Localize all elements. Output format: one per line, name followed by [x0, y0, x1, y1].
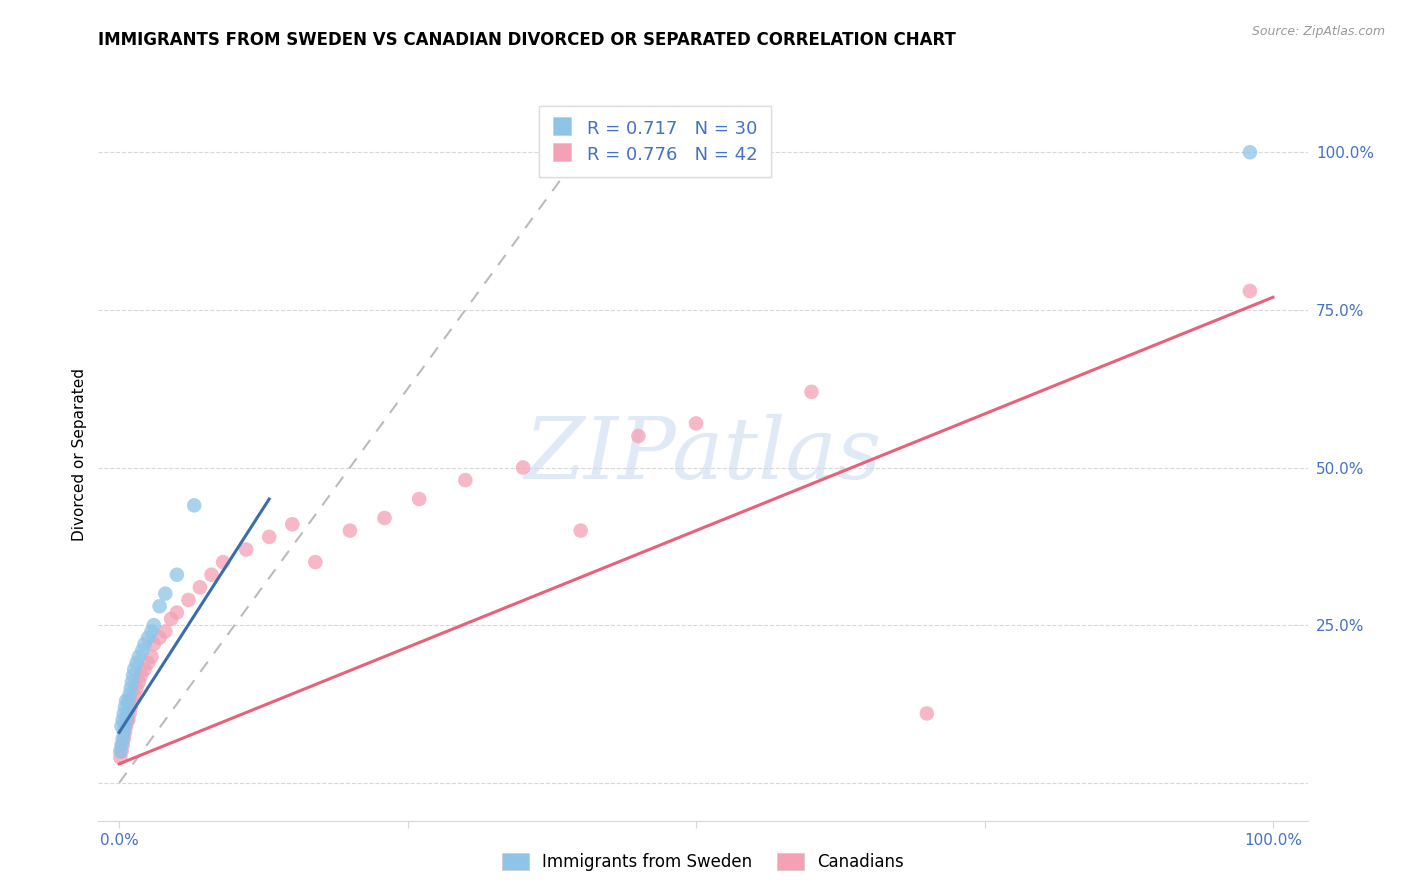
- Point: [128, 674, 150, 689]
- Point: [339, 524, 361, 538]
- Point: [117, 713, 139, 727]
- Text: Source: ZipAtlas.com: Source: ZipAtlas.com: [1251, 25, 1385, 38]
- Point: [111, 713, 134, 727]
- Point: [121, 674, 143, 689]
- Point: [111, 738, 134, 752]
- Point: [115, 713, 138, 727]
- Point: [235, 542, 257, 557]
- Point: [115, 719, 138, 733]
- Point: [114, 700, 136, 714]
- Point: [112, 725, 135, 739]
- Point: [374, 511, 396, 525]
- Legend: R = 0.717   N = 30, R = 0.776   N = 42: R = 0.717 N = 30, R = 0.776 N = 42: [538, 105, 770, 177]
- Point: [212, 555, 235, 569]
- Point: [122, 662, 145, 676]
- Point: [148, 631, 170, 645]
- Point: [304, 555, 326, 569]
- Point: [800, 384, 823, 399]
- Point: [166, 606, 188, 620]
- Point: [1239, 145, 1261, 160]
- Point: [120, 700, 142, 714]
- Point: [627, 429, 650, 443]
- Point: [117, 694, 139, 708]
- Point: [114, 719, 136, 733]
- Point: [136, 631, 159, 645]
- Point: [115, 694, 138, 708]
- Point: [136, 656, 159, 670]
- Point: [200, 567, 222, 582]
- Point: [142, 618, 165, 632]
- Point: [129, 668, 152, 682]
- Point: [134, 662, 156, 676]
- Point: [121, 694, 143, 708]
- Legend: Immigrants from Sweden, Canadians: Immigrants from Sweden, Canadians: [494, 845, 912, 880]
- Point: [141, 624, 163, 639]
- Point: [114, 725, 136, 739]
- Point: [112, 731, 135, 746]
- Point: [166, 567, 188, 582]
- Point: [257, 530, 280, 544]
- Point: [110, 738, 132, 752]
- Text: ZIPatlas: ZIPatlas: [524, 414, 882, 496]
- Point: [160, 612, 183, 626]
- Point: [134, 637, 156, 651]
- Point: [125, 656, 148, 670]
- Point: [128, 649, 150, 664]
- Point: [118, 688, 141, 702]
- Point: [142, 637, 165, 651]
- Point: [188, 580, 211, 594]
- Point: [155, 587, 177, 601]
- Point: [118, 706, 141, 721]
- Point: [125, 681, 148, 696]
- Point: [141, 649, 163, 664]
- Point: [183, 499, 205, 513]
- Point: [111, 731, 134, 746]
- Point: [512, 460, 534, 475]
- Text: IMMIGRANTS FROM SWEDEN VS CANADIAN DIVORCED OR SEPARATED CORRELATION CHART: IMMIGRANTS FROM SWEDEN VS CANADIAN DIVOR…: [98, 31, 956, 49]
- Point: [155, 624, 177, 639]
- Point: [685, 417, 707, 431]
- Point: [122, 668, 145, 682]
- Point: [569, 524, 592, 538]
- Point: [148, 599, 170, 614]
- Point: [110, 719, 132, 733]
- Point: [117, 713, 139, 727]
- Point: [408, 491, 430, 506]
- Point: [112, 706, 135, 721]
- Point: [454, 473, 477, 487]
- Y-axis label: Divorced or Separated: Divorced or Separated: [72, 368, 87, 541]
- Point: [177, 593, 200, 607]
- Point: [122, 688, 145, 702]
- Point: [110, 744, 132, 758]
- Point: [915, 706, 938, 721]
- Point: [281, 517, 304, 532]
- Point: [1239, 284, 1261, 298]
- Point: [117, 706, 139, 721]
- Point: [110, 744, 132, 758]
- Point: [110, 750, 132, 764]
- Point: [131, 643, 153, 657]
- Point: [120, 681, 142, 696]
